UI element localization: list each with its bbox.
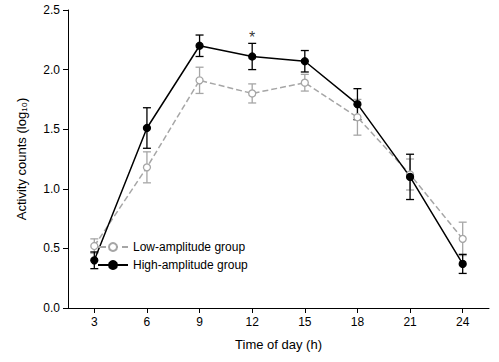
- svg-text:Time of day (h): Time of day (h): [235, 337, 322, 352]
- svg-text:2.0: 2.0: [43, 63, 60, 77]
- svg-text:3: 3: [91, 315, 98, 329]
- svg-text:24: 24: [456, 315, 470, 329]
- svg-text:0.5: 0.5: [43, 241, 60, 255]
- svg-text:1.0: 1.0: [43, 182, 60, 196]
- svg-text:15: 15: [298, 315, 312, 329]
- svg-text:0.0: 0.0: [43, 301, 60, 315]
- svg-text:2.5: 2.5: [43, 3, 60, 17]
- svg-text:9: 9: [196, 315, 203, 329]
- svg-text:18: 18: [351, 315, 365, 329]
- svg-text:21: 21: [403, 315, 417, 329]
- svg-text:High-amplitude group: High-amplitude group: [133, 258, 248, 272]
- svg-text:Low-amplitude group: Low-amplitude group: [133, 240, 245, 254]
- svg-text:Activity counts (log₁₀): Activity counts (log₁₀): [14, 98, 29, 220]
- svg-text:*: *: [249, 29, 255, 46]
- svg-text:12: 12: [246, 315, 260, 329]
- svg-text:1.5: 1.5: [43, 122, 60, 136]
- svg-text:6: 6: [144, 315, 151, 329]
